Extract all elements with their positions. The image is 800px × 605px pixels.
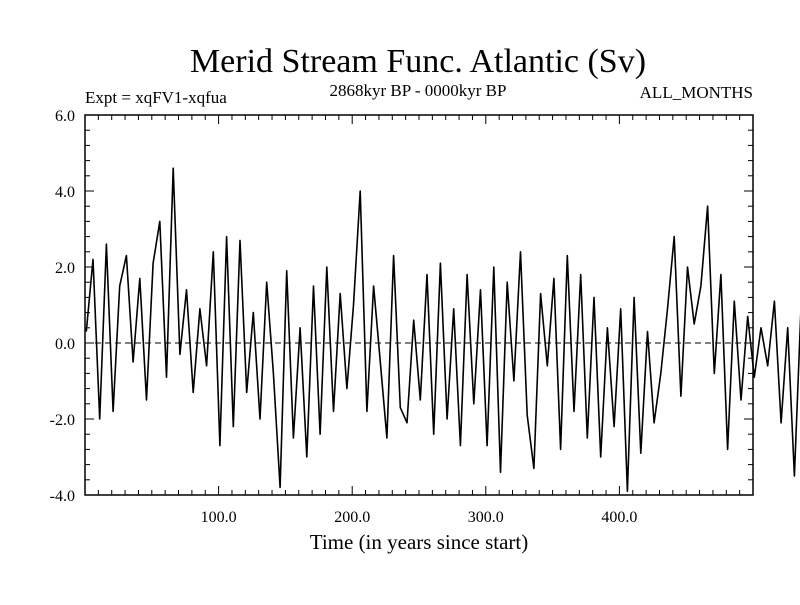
y-tick-label: 6.0 <box>55 108 75 125</box>
x-tick-label: 200.0 <box>334 509 370 526</box>
x-axis-label: Time (in years since start) <box>310 530 529 554</box>
time-range-label: 2868kyr BP - 0000kyr BP <box>330 81 507 100</box>
x-tick-label: 100.0 <box>201 509 237 526</box>
months-label: ALL_MONTHS <box>640 83 753 102</box>
x-tick-label: 400.0 <box>601 509 637 526</box>
y-tick-label: 0.0 <box>55 336 75 353</box>
y-tick-label: 4.0 <box>55 184 75 201</box>
experiment-label: Expt = xqFV1-xqfua <box>85 88 227 107</box>
y-tick-label: 2.0 <box>55 260 75 277</box>
series-line-0 <box>85 167 800 493</box>
chart-title: Merid Stream Func. Atlantic (Sv) <box>190 43 646 80</box>
y-tick-label: -4.0 <box>50 488 75 505</box>
x-tick-label: 300.0 <box>468 509 504 526</box>
y-tick-label: -2.0 <box>50 412 75 429</box>
